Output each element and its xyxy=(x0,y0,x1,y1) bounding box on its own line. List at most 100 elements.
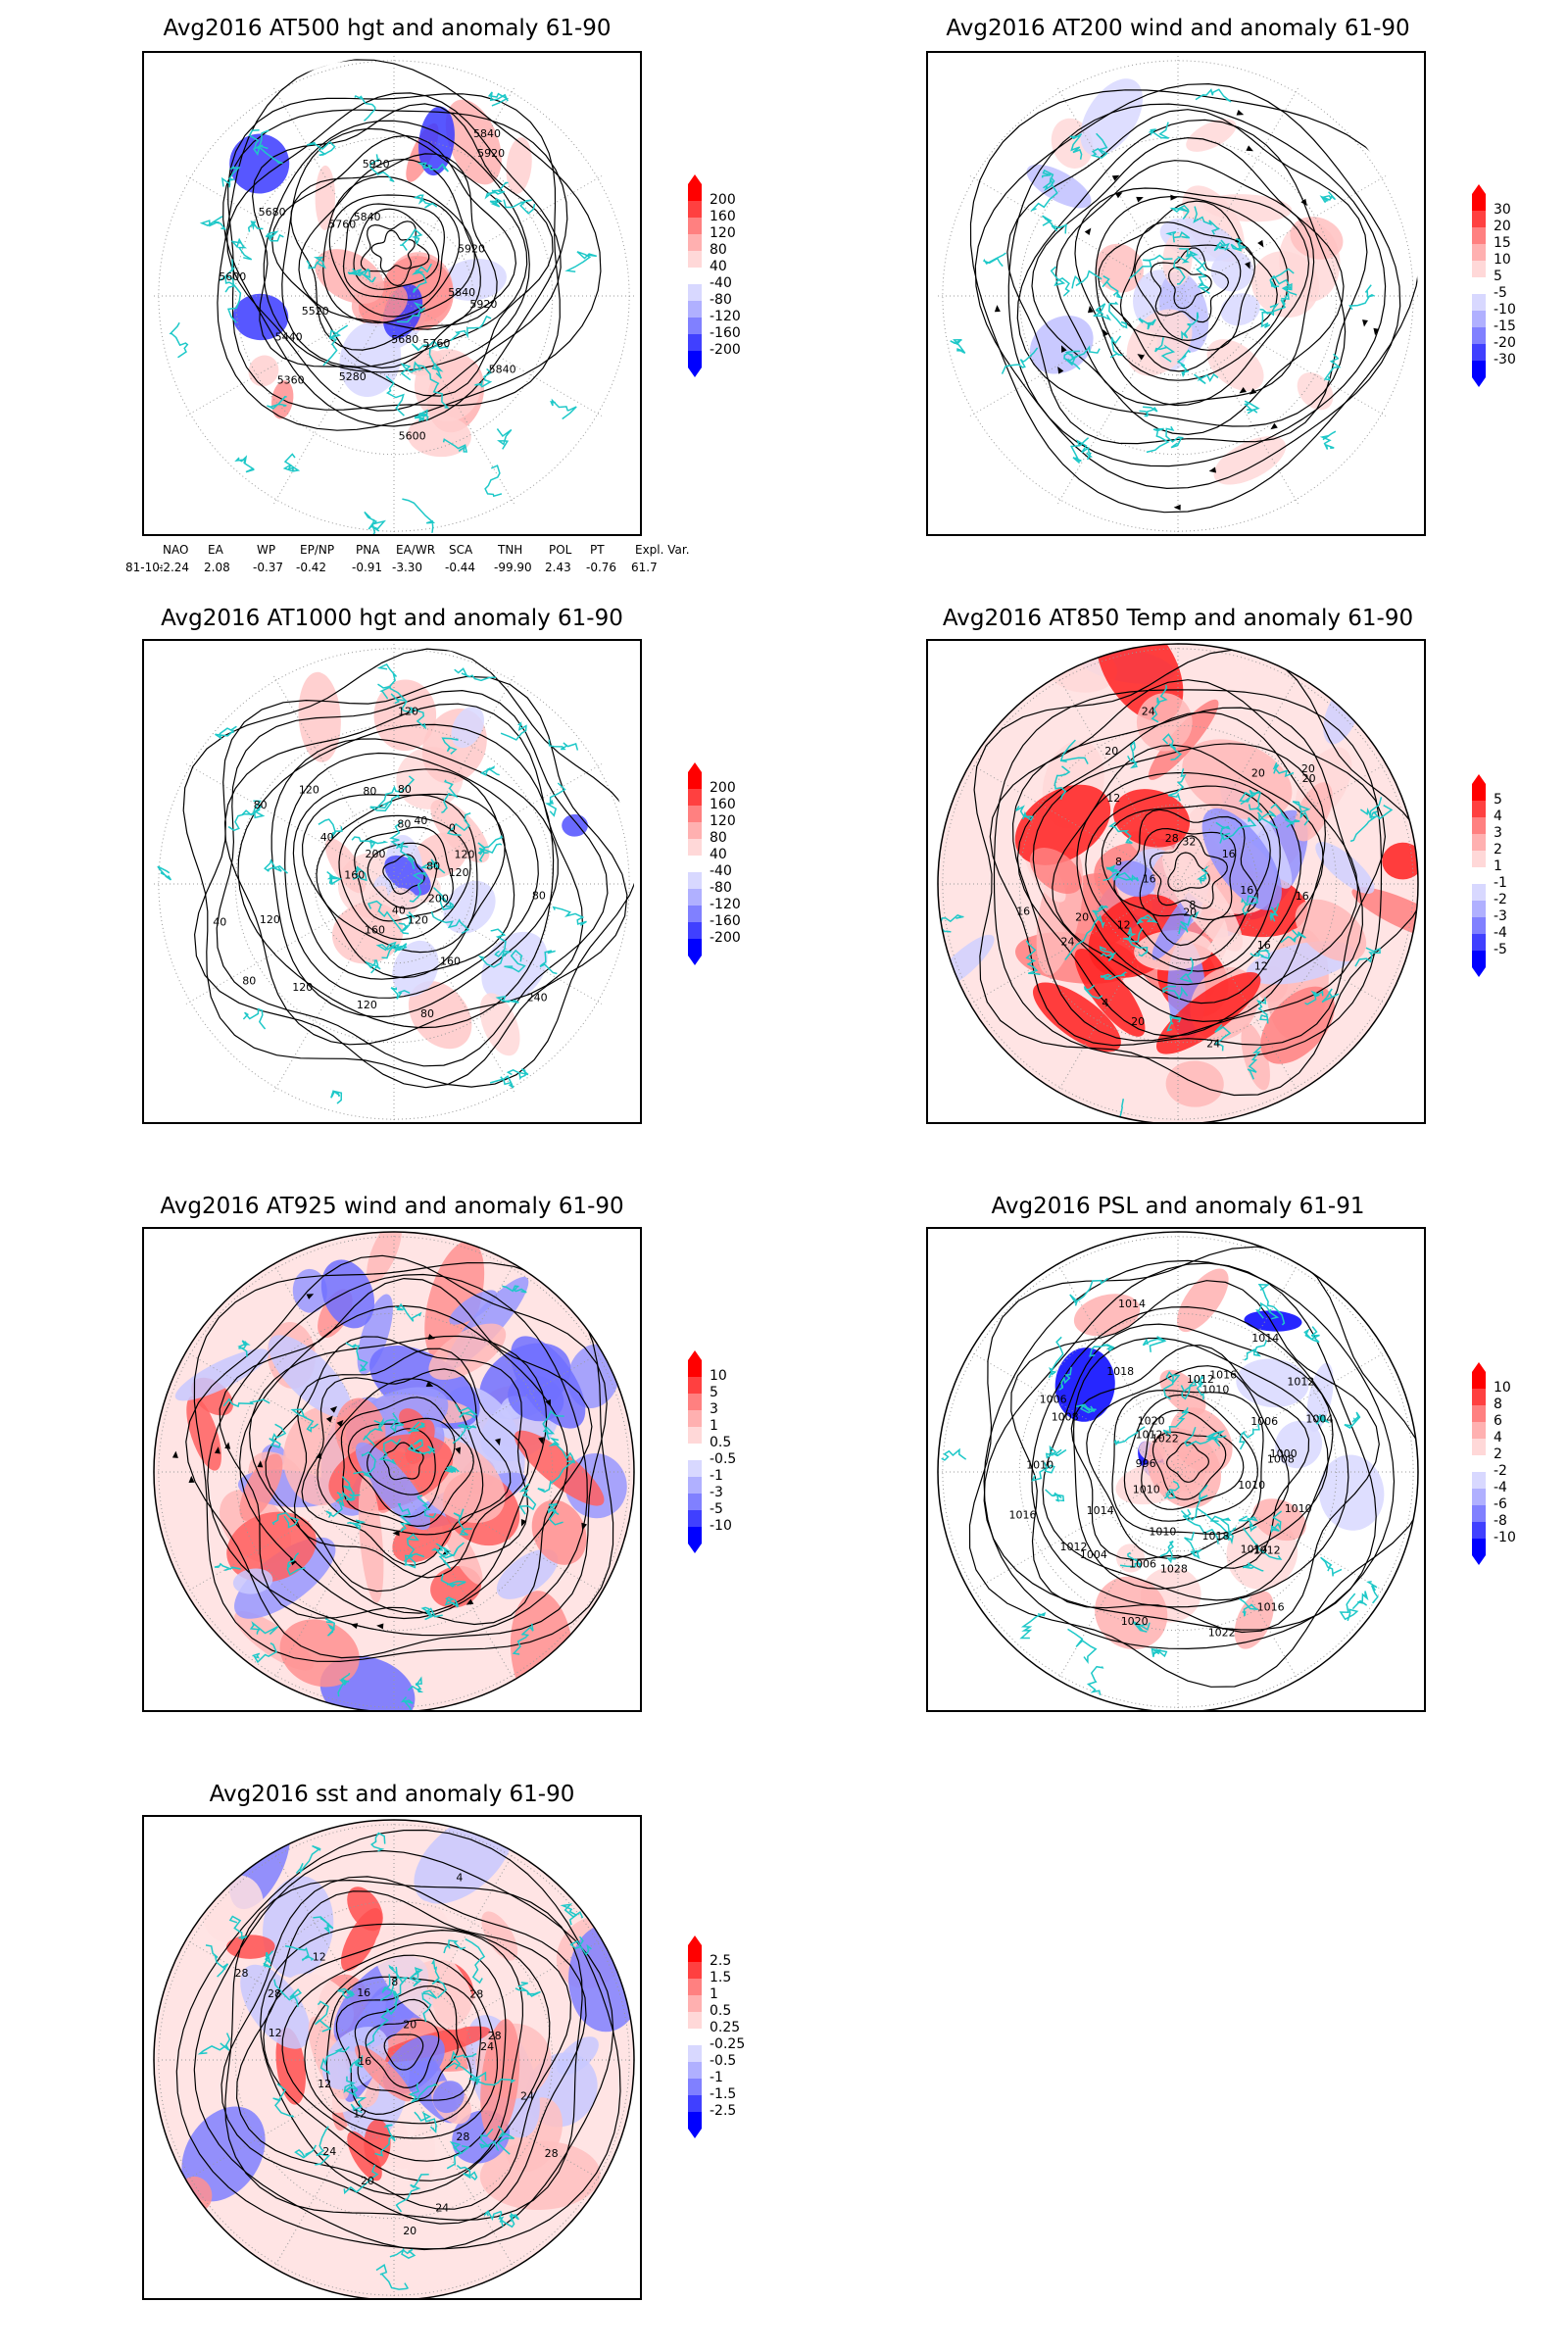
coastline xyxy=(552,906,587,926)
colorbar-swatch xyxy=(688,318,702,334)
coastline xyxy=(1319,191,1337,204)
contour-label: 160 xyxy=(440,956,461,968)
map-content xyxy=(154,1232,634,1710)
colorbar-swatch xyxy=(688,234,702,251)
colorbar-label: -3 xyxy=(1494,908,1507,924)
coastline xyxy=(306,140,336,157)
colorbar-label: -0.25 xyxy=(710,2036,746,2052)
anomaly-shading xyxy=(226,1511,317,1583)
contour-line xyxy=(237,723,555,1029)
streamline xyxy=(1168,266,1212,310)
contour-label: 1020 xyxy=(1121,1615,1149,1628)
colorbar-swatch xyxy=(1472,884,1486,901)
contour-line xyxy=(193,1849,614,2251)
coastline xyxy=(428,344,444,379)
colorbar-swatch xyxy=(688,2079,702,2095)
colorbar-swatch xyxy=(688,1394,702,1410)
coastline xyxy=(1086,1665,1104,1695)
contour-label: 1004 xyxy=(1080,1548,1107,1561)
anomaly-shading xyxy=(1318,1454,1385,1531)
coastline xyxy=(314,2000,332,2033)
coastline xyxy=(369,794,400,811)
colorbar-arrow-bottom xyxy=(688,368,702,377)
coastline xyxy=(352,865,368,882)
contour-label: 1020 xyxy=(1138,1414,1165,1427)
streamline xyxy=(207,1273,588,1637)
coastline xyxy=(345,1342,368,1372)
wind-arrow xyxy=(455,1446,462,1455)
colorbar-swatch xyxy=(1472,934,1486,951)
coastline xyxy=(1126,927,1144,943)
coastline xyxy=(1180,1379,1198,1400)
panel-title: Avg2016 AT925 wind and anomaly 61-90 xyxy=(160,1194,624,1219)
coastline xyxy=(1139,406,1158,417)
map-frame xyxy=(926,51,1426,536)
colorbar-label: 120 xyxy=(710,225,736,241)
contour-line xyxy=(284,752,539,999)
colorbar: 30 20 15 10 5 -5 -10 -15 -20 -30 xyxy=(1468,184,1516,391)
wind-arrow xyxy=(1114,192,1123,199)
anomaly-shading xyxy=(1315,842,1375,894)
contour-label: 1014 xyxy=(1118,1298,1146,1310)
coastline xyxy=(1067,1628,1098,1665)
coastline xyxy=(1165,230,1191,243)
colorbar-label: 3 xyxy=(710,1401,718,1417)
contour-label: 24 xyxy=(322,2145,336,2158)
coastline xyxy=(474,368,493,388)
anomaly-shading xyxy=(248,355,279,387)
colorbar-label: -30 xyxy=(1494,352,1516,368)
contour-line xyxy=(216,689,609,1067)
colorbar-label: -40 xyxy=(710,275,732,291)
anomaly-shading xyxy=(496,1548,559,1599)
coastline xyxy=(392,1966,409,2009)
coastline xyxy=(1071,270,1102,289)
colorbar-arrow-bottom xyxy=(1472,967,1486,977)
anomaly-shading xyxy=(1210,251,1254,292)
colorbar-swatch xyxy=(688,922,702,939)
contour-label: 24 xyxy=(1142,705,1155,717)
colorbar-swatch xyxy=(688,1945,702,1962)
contour-label: 1000 xyxy=(1270,1447,1298,1460)
contour-label: 8 xyxy=(1115,856,1122,868)
colorbar-label: -200 xyxy=(710,930,741,946)
contour-label: 1010 xyxy=(1026,1459,1054,1472)
coastline xyxy=(1366,1580,1379,1604)
coastline xyxy=(1259,292,1290,315)
coastline xyxy=(1182,1508,1219,1544)
coastline xyxy=(269,1423,287,1448)
contour-line xyxy=(223,703,584,1046)
contour-label: 80 xyxy=(254,799,268,811)
colorbar-swatch xyxy=(1472,1505,1486,1522)
contour-line xyxy=(1152,1431,1227,1500)
coastline xyxy=(1169,204,1190,220)
contour-label: 1012 xyxy=(1060,1541,1088,1553)
colorbar-swatch xyxy=(688,1962,702,1979)
wind-arrow xyxy=(1245,261,1250,270)
colorbar: 2.5 1.5 1 0.5 0.25 -0.25 -0.5 -1 -1.5 -2.5 xyxy=(684,1936,745,2142)
colorbar-swatches xyxy=(688,1350,702,1553)
coastline xyxy=(479,765,500,776)
contour-label: 120 xyxy=(357,999,377,1011)
coastline xyxy=(1239,789,1260,806)
coastline xyxy=(504,949,526,973)
contour-label: 200 xyxy=(428,892,449,905)
coastline xyxy=(1193,206,1221,235)
contour-line xyxy=(382,854,425,895)
coastline xyxy=(1019,1612,1047,1640)
colorbar-swatch xyxy=(1472,194,1486,211)
anomaly-shading xyxy=(1234,1591,1274,1649)
colorbar-swatch xyxy=(688,2095,702,2112)
contour-label: 12 xyxy=(318,2078,331,2090)
colorbar-swatch xyxy=(1472,227,1486,244)
colorbar-swatch xyxy=(1472,1522,1486,1539)
coastline xyxy=(1108,821,1133,845)
coastline xyxy=(983,252,1006,268)
coastline xyxy=(1092,905,1108,923)
coastline xyxy=(294,2144,318,2159)
anomaly-shading xyxy=(357,1294,393,1375)
contour-label: 12 xyxy=(1117,919,1131,932)
coastline xyxy=(375,941,397,959)
colorbar-arrow-bottom xyxy=(688,2129,702,2138)
anomaly-shading xyxy=(557,2036,599,2076)
anomaly-shading xyxy=(1275,1420,1323,1469)
